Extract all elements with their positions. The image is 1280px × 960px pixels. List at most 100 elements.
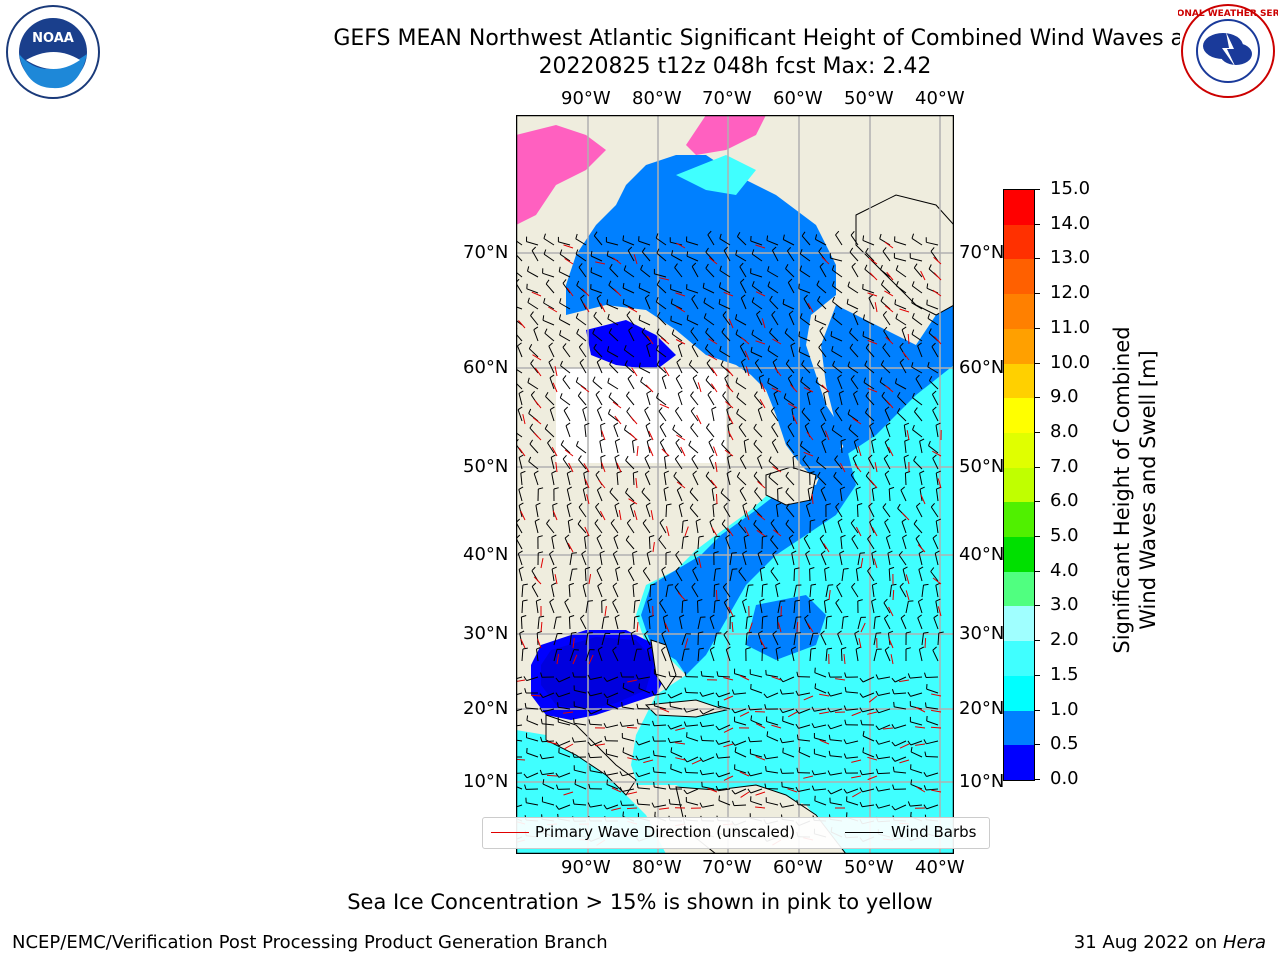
wave-direction-arrow bbox=[835, 678, 846, 681]
wave-direction-arrow bbox=[643, 759, 654, 764]
wind-barb bbox=[802, 459, 811, 470]
wind-barb-flag bbox=[647, 598, 653, 602]
wind-barb bbox=[910, 768, 923, 774]
wind-barb-flag bbox=[791, 550, 797, 554]
wind-barb-flag bbox=[753, 391, 758, 396]
wind-barb bbox=[596, 537, 603, 550]
wind-barb-flag bbox=[930, 567, 935, 572]
wave-direction-arrow bbox=[803, 695, 814, 701]
wind-barb bbox=[832, 365, 843, 374]
ocean-labrador bbox=[821, 305, 954, 455]
wind-barb bbox=[596, 361, 603, 374]
wave-direction-arrow bbox=[755, 723, 766, 729]
wind-barb bbox=[659, 602, 667, 614]
wind-barb bbox=[713, 584, 715, 598]
wind-barb-flag bbox=[659, 598, 664, 604]
wave-direction-arrow bbox=[599, 510, 606, 521]
wind-barb bbox=[798, 751, 811, 758]
wind-barb-flag bbox=[548, 342, 553, 347]
wind-barb-flag bbox=[539, 769, 543, 775]
wind-barb-flag bbox=[816, 280, 820, 286]
wind-barb bbox=[741, 361, 747, 374]
wind-barb-flag bbox=[903, 454, 909, 458]
wind-barb bbox=[646, 393, 651, 406]
wind-barb bbox=[622, 687, 635, 694]
wind-barb-flag bbox=[545, 391, 549, 397]
wind-barb bbox=[910, 721, 923, 726]
wind-barb-flag bbox=[588, 752, 591, 758]
wave-direction-arrow bbox=[885, 336, 894, 345]
wave-direction-arrow bbox=[731, 621, 734, 633]
wave-direction-arrow bbox=[934, 336, 942, 345]
wind-barb bbox=[835, 602, 843, 614]
wind-barb bbox=[877, 772, 891, 775]
wind-barb-flag bbox=[731, 789, 736, 795]
wind-barb-flag bbox=[884, 438, 890, 443]
wind-barb bbox=[734, 788, 747, 795]
wind-barb-flag bbox=[851, 582, 856, 588]
wind-barb-flag bbox=[564, 598, 569, 603]
wind-barb bbox=[884, 473, 891, 486]
wind-barb-flag bbox=[640, 376, 643, 382]
wind-barb bbox=[549, 409, 555, 422]
wind-barb-flag bbox=[854, 438, 859, 443]
wind-barb-flag bbox=[667, 724, 672, 730]
wind-barb-flag bbox=[630, 630, 636, 634]
wind-barb bbox=[709, 521, 715, 534]
wind-barb-flag bbox=[675, 550, 680, 556]
wind-barb-flag bbox=[882, 247, 887, 252]
wind-barb bbox=[589, 723, 603, 726]
wave-direction-arrow bbox=[627, 306, 638, 313]
wind-barb-flag bbox=[715, 725, 720, 731]
wave-direction-arrow bbox=[867, 292, 878, 297]
wave-direction-arrow bbox=[755, 340, 766, 345]
wind-barb bbox=[830, 755, 843, 758]
wind-barb bbox=[526, 719, 539, 726]
wind-barb-flag bbox=[905, 631, 912, 634]
wind-barb-flag bbox=[883, 326, 888, 332]
wind-barb bbox=[726, 473, 731, 486]
wind-barb bbox=[871, 441, 875, 454]
wind-barb bbox=[840, 440, 843, 454]
wind-barb-flag bbox=[710, 646, 715, 651]
wind-barb bbox=[678, 505, 683, 518]
wind-barb bbox=[663, 473, 667, 486]
wind-barb bbox=[702, 804, 715, 808]
wind-barb-flag bbox=[835, 406, 840, 412]
wind-barb bbox=[883, 618, 891, 630]
wind-barb bbox=[658, 539, 667, 550]
wave-direction-arrow bbox=[520, 510, 526, 521]
wind-barb-flag bbox=[692, 470, 697, 475]
wave-direction-arrow bbox=[724, 449, 734, 457]
wind-barb bbox=[569, 649, 575, 662]
wind-barb bbox=[709, 617, 715, 630]
lat-tick-left: 60°N bbox=[463, 357, 509, 378]
wind-barb bbox=[701, 740, 715, 742]
wind-barb-flag bbox=[655, 233, 659, 239]
wind-barb bbox=[913, 460, 923, 470]
wind-barb bbox=[592, 380, 603, 390]
wind-barb-flag bbox=[747, 615, 753, 618]
wind-barb bbox=[646, 553, 651, 566]
wind-barb bbox=[865, 252, 875, 262]
wave-direction-arrow bbox=[613, 288, 622, 297]
wind-barb-flag bbox=[897, 391, 901, 397]
wind-barb-flag bbox=[587, 632, 593, 634]
wind-barb-flag bbox=[528, 344, 533, 349]
wind-barb bbox=[935, 601, 939, 614]
wind-barb-flag bbox=[607, 377, 610, 383]
wave-direction-arrow bbox=[933, 272, 942, 281]
wind-barb-flag bbox=[804, 422, 810, 427]
wind-barb bbox=[921, 585, 924, 598]
wind-barb bbox=[787, 282, 795, 294]
wind-barb bbox=[882, 347, 891, 358]
wave-direction-arrow bbox=[759, 399, 766, 409]
wind-barb-flag bbox=[614, 502, 620, 506]
wind-barb bbox=[830, 739, 843, 742]
wind-barb-flag bbox=[910, 746, 913, 752]
wind-barb bbox=[917, 345, 923, 358]
wind-barb-flag bbox=[936, 486, 942, 490]
wind-barb-flag bbox=[636, 703, 639, 709]
wave-direction-arrow bbox=[851, 759, 862, 763]
wind-barb bbox=[712, 504, 715, 518]
